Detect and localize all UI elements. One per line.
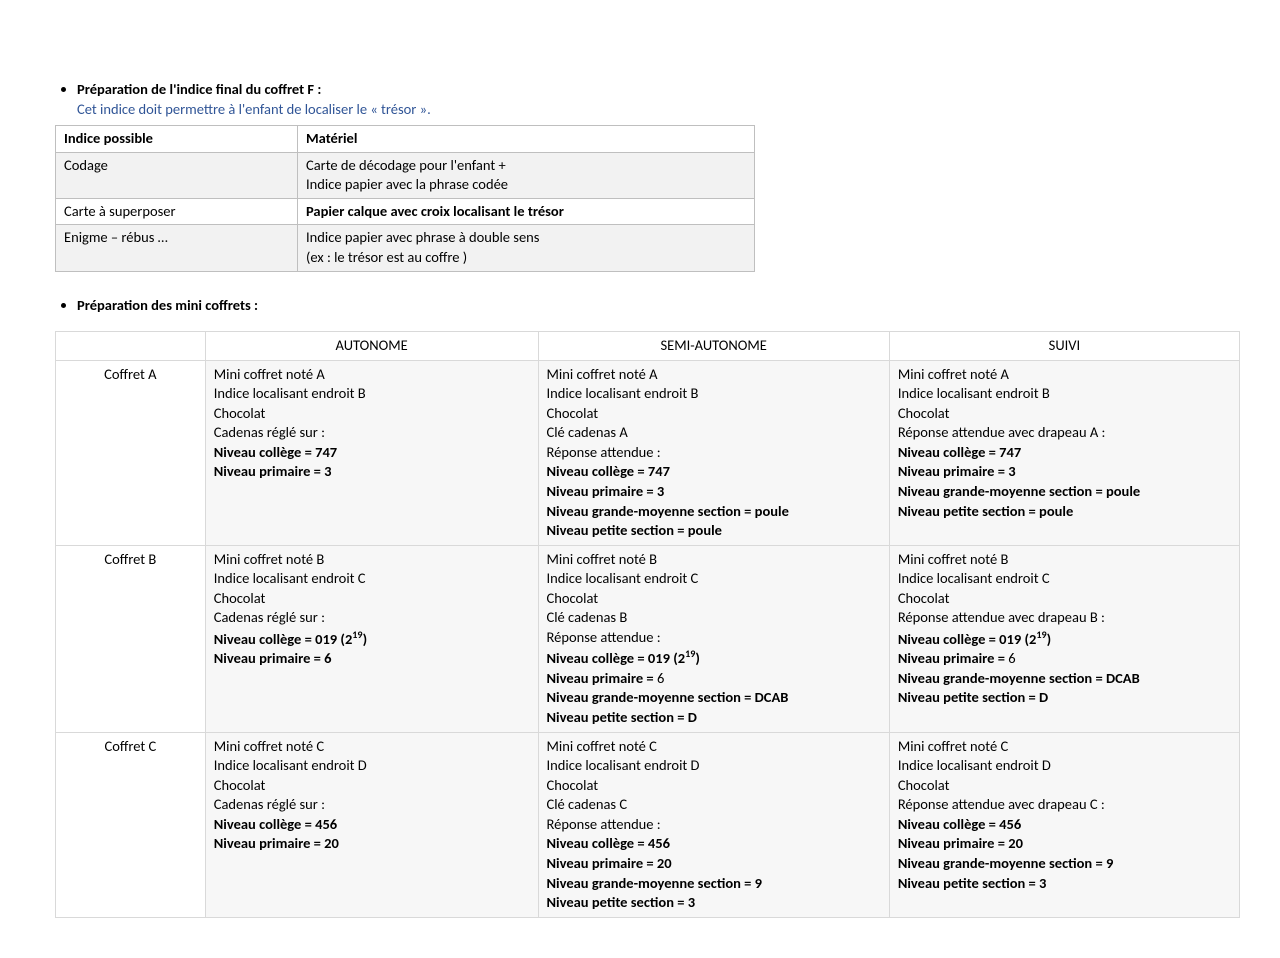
coffret-label: Coffret B bbox=[56, 545, 206, 732]
coffrets-header-blank bbox=[56, 332, 206, 361]
materiel-cell: Indice papier avec phrase à double sens(… bbox=[298, 225, 755, 271]
coffret-suivi-cell: Mini coffret noté BIndice localisant end… bbox=[889, 545, 1239, 732]
coffret-autonome-cell: Mini coffret noté CIndice localisant end… bbox=[205, 732, 538, 917]
coffrets-table-row: Coffret CMini coffret noté CIndice local… bbox=[56, 732, 1240, 917]
coffrets-header-autonome: AUTONOME bbox=[205, 332, 538, 361]
indice-cell: Carte à superposer bbox=[56, 198, 298, 225]
section1-item: Préparation de l'indice final du coffret… bbox=[77, 80, 1225, 119]
indice-table-row: CodageCarte de décodage pour l'enfant +I… bbox=[56, 152, 755, 198]
coffret-semi-cell: Mini coffret noté CIndice localisant end… bbox=[538, 732, 889, 917]
coffret-autonome-cell: Mini coffret noté BIndice localisant end… bbox=[205, 545, 538, 732]
section1-list: Préparation de l'indice final du coffret… bbox=[55, 80, 1225, 119]
coffret-label: Coffret C bbox=[56, 732, 206, 917]
coffret-label: Coffret A bbox=[56, 360, 206, 545]
coffrets-table: AUTONOME SEMI-AUTONOME SUIVI Coffret AMi… bbox=[55, 331, 1240, 918]
section2-item: Préparation des mini coffrets : bbox=[77, 296, 1225, 316]
coffret-semi-cell: Mini coffret noté AIndice localisant end… bbox=[538, 360, 889, 545]
coffrets-header-suivi: SUIVI bbox=[889, 332, 1239, 361]
section1-subtitle: Cet indice doit permettre à l'enfant de … bbox=[77, 100, 1225, 120]
indice-table-row: Carte à superposerPapier calque avec cro… bbox=[56, 198, 755, 225]
coffret-autonome-cell: Mini coffret noté AIndice localisant end… bbox=[205, 360, 538, 545]
indice-table-header-1: Matériel bbox=[298, 126, 755, 153]
indice-table-header-0: Indice possible bbox=[56, 126, 298, 153]
materiel-cell: Papier calque avec croix localisant le t… bbox=[298, 198, 755, 225]
section2-list: Préparation des mini coffrets : bbox=[55, 296, 1225, 316]
section1-title: Préparation de l'indice final du coffret… bbox=[77, 80, 321, 98]
coffrets-header-semi-autonome: SEMI-AUTONOME bbox=[538, 332, 889, 361]
coffret-semi-cell: Mini coffret noté BIndice localisant end… bbox=[538, 545, 889, 732]
indice-cell: Codage bbox=[56, 152, 298, 198]
indice-cell: Enigme – rébus … bbox=[56, 225, 298, 271]
coffret-suivi-cell: Mini coffret noté CIndice localisant end… bbox=[889, 732, 1239, 917]
section2-title: Préparation des mini coffrets : bbox=[77, 296, 258, 314]
coffrets-table-row: Coffret AMini coffret noté AIndice local… bbox=[56, 360, 1240, 545]
document-page: Préparation de l'indice final du coffret… bbox=[0, 0, 1280, 958]
materiel-cell: Carte de décodage pour l'enfant +Indice … bbox=[298, 152, 755, 198]
coffret-suivi-cell: Mini coffret noté AIndice localisant end… bbox=[889, 360, 1239, 545]
indice-table-row: Enigme – rébus …Indice papier avec phras… bbox=[56, 225, 755, 271]
coffrets-table-row: Coffret BMini coffret noté BIndice local… bbox=[56, 545, 1240, 732]
indice-table: Indice possible Matériel CodageCarte de … bbox=[55, 125, 755, 271]
